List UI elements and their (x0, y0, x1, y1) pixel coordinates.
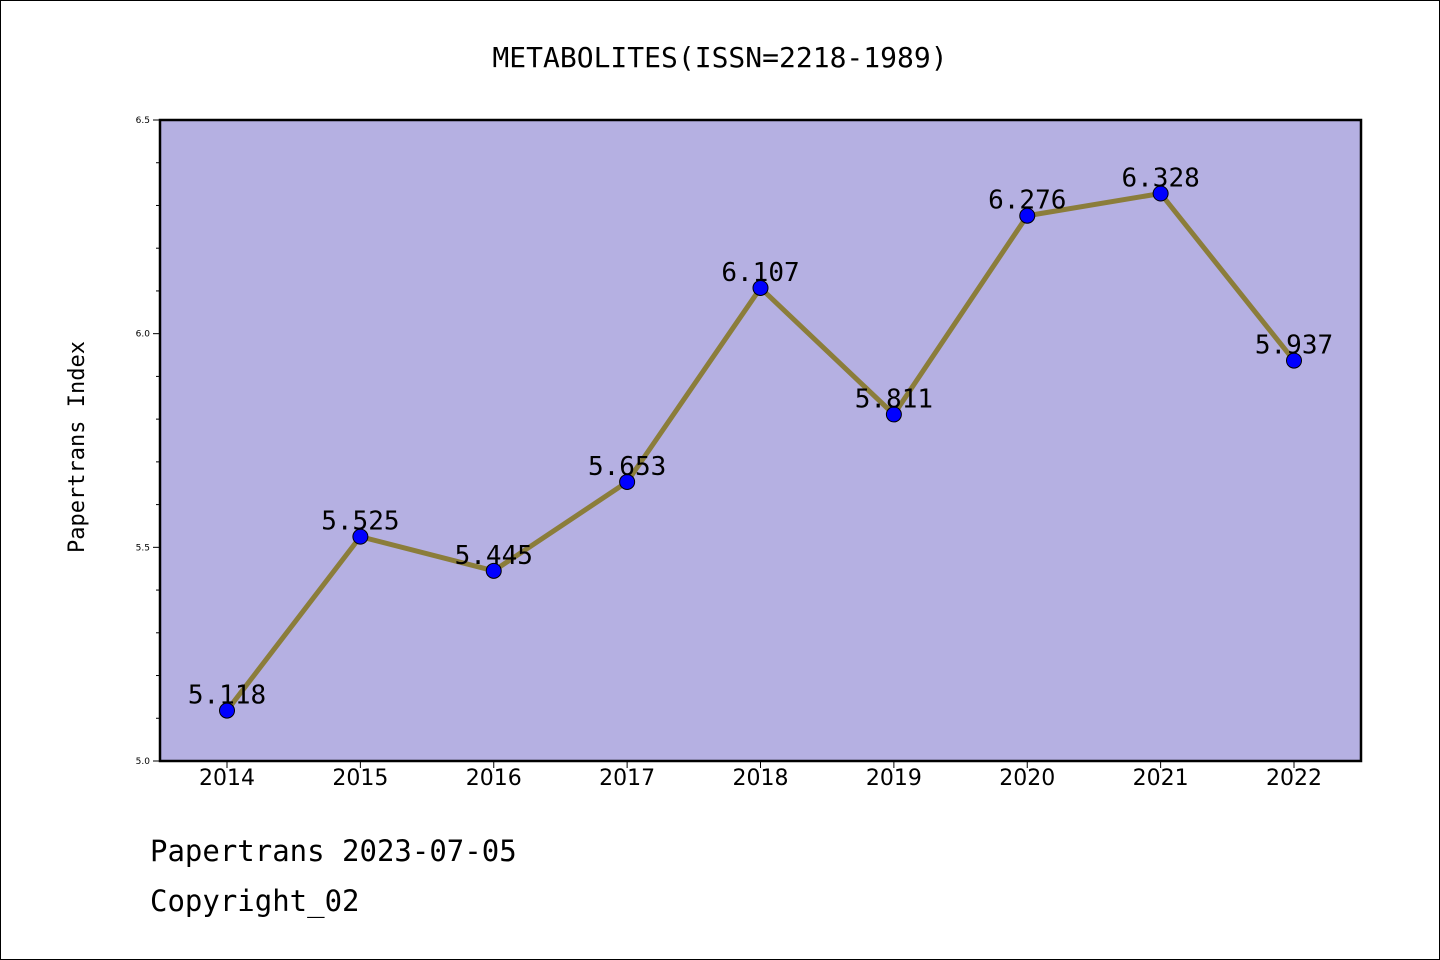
x-tick-label: 2021 (1133, 766, 1189, 791)
y-tick-label: 5.0 (136, 757, 151, 767)
data-label: 5.525 (321, 507, 399, 537)
chart-title: METABOLITES(ISSN=2218-1989) (492, 41, 947, 74)
data-point-marker (485, 562, 502, 579)
series-layer (219, 185, 1302, 719)
y-tick-label: 6.0 (136, 330, 151, 340)
data-point-marker (885, 406, 902, 423)
data-point-marker (752, 279, 769, 296)
data-labels: 5.118 5.525 5.445 5.653 6.107 5.811 6.276 6.328… (188, 164, 1333, 711)
plot-border (158, 118, 1363, 763)
data-label: 5.653 (588, 452, 666, 482)
data-point-marker (1152, 185, 1169, 202)
data-label: 5.937 (1255, 331, 1333, 361)
data-point-marker (219, 702, 235, 719)
plot-area (160, 120, 1361, 761)
footer-copyright: Copyright_02 (150, 884, 360, 918)
data-label: 5.445 (455, 541, 533, 571)
data-point-marker (1019, 207, 1036, 224)
data-point-marker (1286, 352, 1302, 369)
data-label: 6.276 (988, 186, 1066, 216)
x-tick-label: 2022 (1266, 766, 1322, 791)
data-label: 5.811 (855, 384, 933, 414)
x-tick-label: 2015 (332, 766, 388, 791)
x-tick-label: 2016 (466, 766, 522, 791)
y-tick-label: 6.5 (136, 116, 150, 126)
x-tick-label: 2020 (999, 766, 1055, 791)
data-label: 6.328 (1121, 164, 1199, 194)
x-tick-label: 2018 (733, 766, 789, 791)
y-tick-label: 5.5 (136, 543, 150, 553)
y-axis-label: Papertrans Index (65, 341, 90, 553)
footer-date: Papertrans 2023-07-05 (150, 834, 517, 868)
data-point-marker (619, 473, 636, 490)
data-label: 5.118 (188, 681, 266, 711)
axis-ticks: 5.0 5.5 6.0 6.5 2014 2015 2016 2017 2018 2019 2020… (136, 116, 1322, 791)
x-tick-label: 2019 (866, 766, 922, 791)
data-point-marker (352, 528, 369, 545)
x-tick-label: 2017 (599, 766, 655, 791)
x-tick-label: 2014 (199, 766, 255, 791)
data-label: 6.107 (721, 258, 799, 288)
